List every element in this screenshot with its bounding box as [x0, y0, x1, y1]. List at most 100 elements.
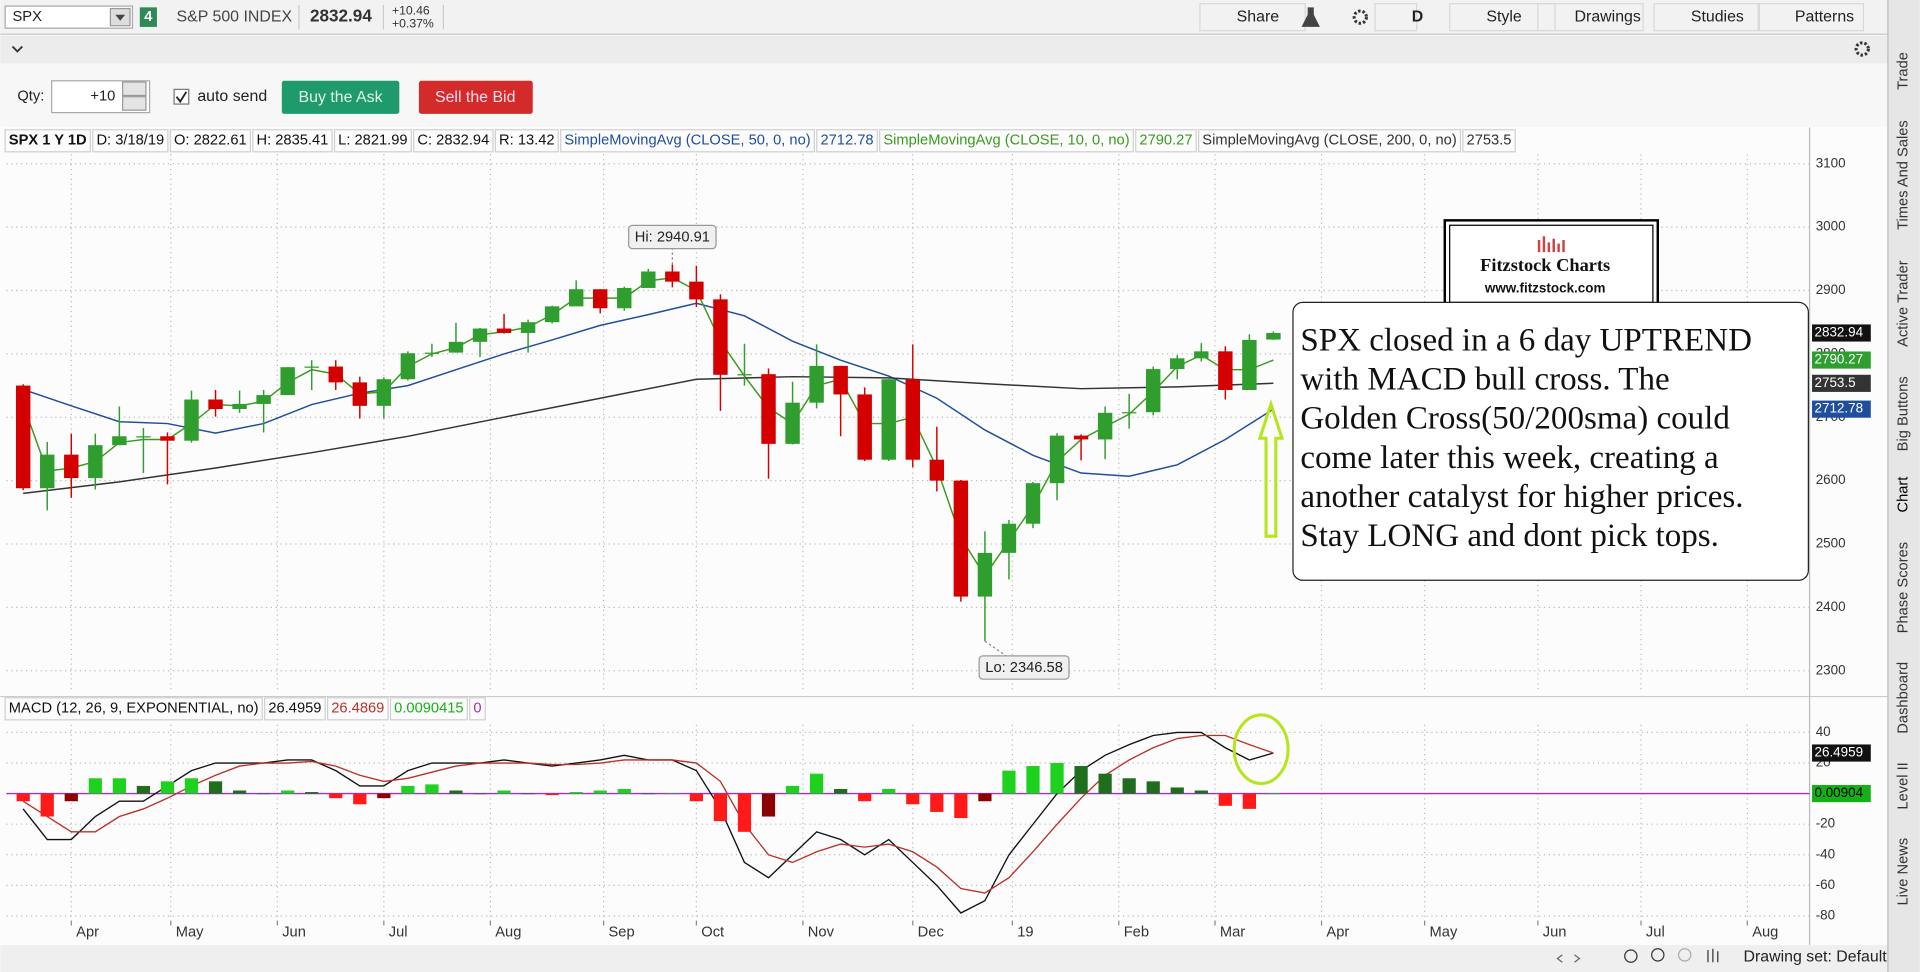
- histogram-bar: [305, 792, 319, 794]
- buy-button[interactable]: [281, 80, 400, 114]
- logo-box: [1443, 219, 1660, 309]
- logo-url: www.fitzstock.com: [1484, 280, 1606, 295]
- side-tab[interactable]: Trade: [1896, 52, 1912, 90]
- qty-up[interactable]: [122, 81, 147, 97]
- candle-body: [544, 306, 560, 323]
- x-tick-label: Jul: [1646, 925, 1665, 941]
- candle-body: [496, 328, 512, 333]
- histogram-bar: [232, 790, 247, 794]
- side-tab[interactable]: Big Buttons: [1896, 376, 1912, 451]
- annotation: Lo: 2346.58: [985, 660, 1063, 676]
- candle-body: [857, 394, 872, 460]
- auto-send-checkbox[interactable]: [173, 88, 190, 105]
- toolbar-button[interactable]: [1449, 3, 1556, 32]
- candle-body: [376, 379, 392, 406]
- x-tick-label: Oct: [701, 925, 724, 941]
- candle-body: [761, 374, 776, 444]
- legend-item: SimpleMovingAvg (CLOSE, 10, 0, no): [883, 133, 1129, 149]
- x-tick-label: May: [176, 925, 204, 941]
- zoom-in-icon[interactable]: [1651, 948, 1665, 962]
- x-tick-label: Mar: [1220, 925, 1245, 941]
- toolbar-button[interactable]: [1653, 3, 1761, 32]
- x-tick-label: Sep: [608, 925, 634, 941]
- candle-body: [280, 367, 295, 396]
- legend-box: [389, 697, 468, 721]
- histogram-bar: [1242, 793, 1256, 809]
- note-line: Golden Cross(50/200sma) could: [1300, 401, 1730, 437]
- histogram-bar: [1266, 793, 1281, 795]
- candle-body: [1121, 412, 1137, 414]
- histogram-bar: [689, 793, 704, 802]
- toolbar-button[interactable]: [1199, 3, 1306, 32]
- note-line: another catalyst for higher prices.: [1300, 479, 1743, 515]
- candle-body: [328, 366, 343, 383]
- side-tab[interactable]: Chart: [1896, 477, 1912, 513]
- histogram-bar: [281, 790, 295, 794]
- histogram-bar: [1074, 766, 1088, 794]
- side-tab[interactable]: Dashboard: [1896, 662, 1912, 734]
- candle-body: [929, 459, 945, 481]
- candle-body: [424, 352, 440, 354]
- y-tick-label: 3000: [1816, 219, 1846, 234]
- side-tab[interactable]: Phase Scores: [1896, 542, 1912, 633]
- price-tag-label: 2753.5: [1814, 375, 1855, 390]
- histogram-bar: [497, 790, 511, 794]
- candle-body: [160, 436, 175, 441]
- scroll-arrows[interactable]: [1556, 954, 1581, 963]
- legend-item: 26.4869: [331, 701, 384, 717]
- histogram-bar: [1194, 790, 1208, 794]
- histogram-bar: [64, 793, 78, 802]
- zoom-out-icon[interactable]: [1677, 948, 1692, 962]
- drawing-set[interactable]: Drawing set: Default: [1743, 949, 1887, 966]
- flask-icon[interactable]: [1301, 7, 1320, 27]
- symbol-input[interactable]: [4, 5, 134, 29]
- candle-body: [15, 385, 31, 489]
- histogram-bar: [1026, 766, 1040, 794]
- candle-body: [1218, 351, 1233, 390]
- toolbar-button[interactable]: [1757, 3, 1865, 32]
- settings-gear[interactable]: [1854, 41, 1870, 57]
- link-badge[interactable]: [139, 7, 157, 27]
- candle-body: [568, 289, 584, 307]
- pan-icon[interactable]: [1707, 948, 1719, 963]
- annotation-box: [628, 224, 717, 250]
- legend-item: SimpleMovingAvg (CLOSE, 50, 0, no): [564, 133, 810, 149]
- gear-icon[interactable]: [1352, 9, 1368, 25]
- legend-box: [4, 129, 91, 153]
- crosshair-icon[interactable]: [1624, 949, 1638, 963]
- collapse-chevron[interactable]: [11, 45, 23, 53]
- legend-item: SimpleMovingAvg (CLOSE, 200, 0, no): [1202, 133, 1456, 149]
- histogram-bar: [858, 793, 872, 802]
- x-tick-label: 19: [1017, 925, 1033, 941]
- histogram-bar: [208, 781, 223, 794]
- histogram-bar: [160, 781, 175, 794]
- histogram-bar: [449, 790, 463, 794]
- side-tab[interactable]: Active Trader: [1896, 260, 1912, 347]
- qty-down[interactable]: [122, 96, 147, 111]
- x-tick-label: Apr: [76, 925, 99, 941]
- status-bar: [0, 945, 1888, 972]
- histogram-bar: [88, 778, 102, 794]
- sma-line: [23, 375, 1274, 495]
- candle-body: [953, 480, 969, 597]
- net-change: +10.46: [392, 3, 430, 17]
- y-tick-label: 2400: [1816, 599, 1846, 614]
- x-tick-label: Nov: [808, 925, 835, 941]
- toolbar-button[interactable]: [1537, 3, 1644, 32]
- histogram-bar: [1122, 778, 1136, 794]
- side-tab[interactable]: Times And Sales: [1896, 120, 1912, 230]
- note-line: Stay LONG and dont pick tops.: [1300, 518, 1719, 554]
- y-tick-label: -60: [1816, 877, 1835, 892]
- sell-button[interactable]: [418, 80, 533, 114]
- histogram-bar: [713, 793, 728, 822]
- toolbar-button[interactable]: [1374, 3, 1418, 32]
- side-tab[interactable]: Live News: [1896, 838, 1912, 906]
- y-tick-label: 2900: [1816, 282, 1846, 297]
- qty-value: +10: [90, 89, 115, 105]
- candle-body: [88, 445, 103, 479]
- sell-label: Sell the Bid: [435, 89, 515, 106]
- side-tab[interactable]: Level II: [1896, 762, 1912, 809]
- annotation-box: [978, 655, 1070, 680]
- legend-box: [1462, 129, 1516, 153]
